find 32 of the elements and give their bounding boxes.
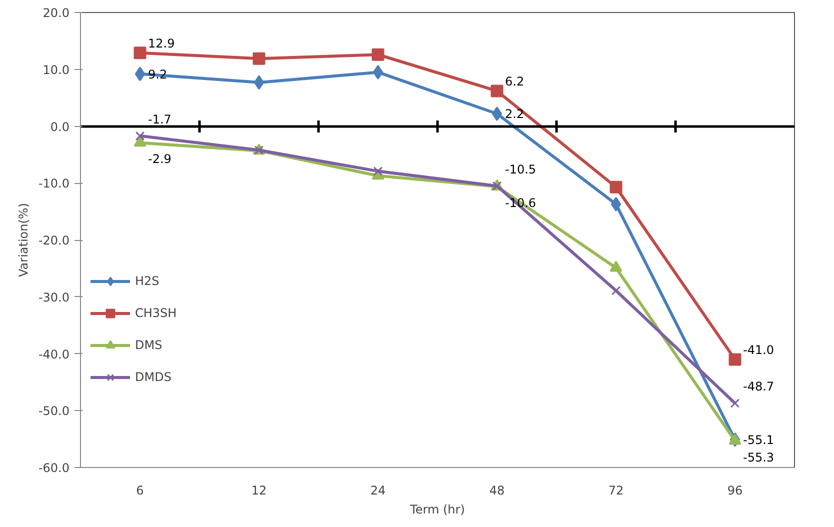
data-label: -55.3 (743, 450, 774, 464)
data-label: -55.1 (743, 433, 774, 448)
y-tick-label: -20.0 (38, 234, 70, 248)
y-tick-label: -60.0 (38, 461, 70, 475)
legend-label: DMS (135, 338, 162, 352)
legend-label: CH3SH (135, 306, 177, 320)
y-axis-title: Variation(%) (16, 202, 30, 277)
data-label: -41.0 (743, 342, 774, 357)
y-tick-label: 10.0 (42, 62, 70, 77)
legend-label: H2S (135, 274, 160, 288)
data-label: -10.5 (505, 162, 536, 176)
x-tick-label: 24 (370, 484, 386, 498)
legend-label: DMDS (135, 370, 172, 384)
x-tick-label: 48 (489, 484, 505, 498)
y-tick-label: -40.0 (38, 347, 70, 362)
y-tick-label: -30.0 (38, 290, 70, 304)
y-tick-label: 0.0 (50, 120, 70, 134)
y-tick-label: -10.0 (38, 176, 70, 191)
x-tick-label: 6 (136, 484, 144, 498)
data-label: 12.9 (148, 36, 175, 50)
data-label: 2.2 (505, 107, 524, 122)
data-label: 6.2 (505, 74, 524, 88)
y-tick-label: -50.0 (38, 404, 70, 418)
data-label: -2.9 (148, 152, 172, 166)
data-label: -48.7 (743, 380, 774, 394)
y-tick-label: 20.0 (42, 6, 70, 20)
x-tick-label: 72 (608, 484, 624, 498)
x-tick-label: 12 (251, 484, 267, 498)
data-label: 9.2 (148, 67, 168, 82)
x-axis-title: Term (hr) (409, 502, 465, 516)
data-label: -1.7 (148, 112, 172, 126)
x-tick-label: 96 (727, 484, 743, 498)
